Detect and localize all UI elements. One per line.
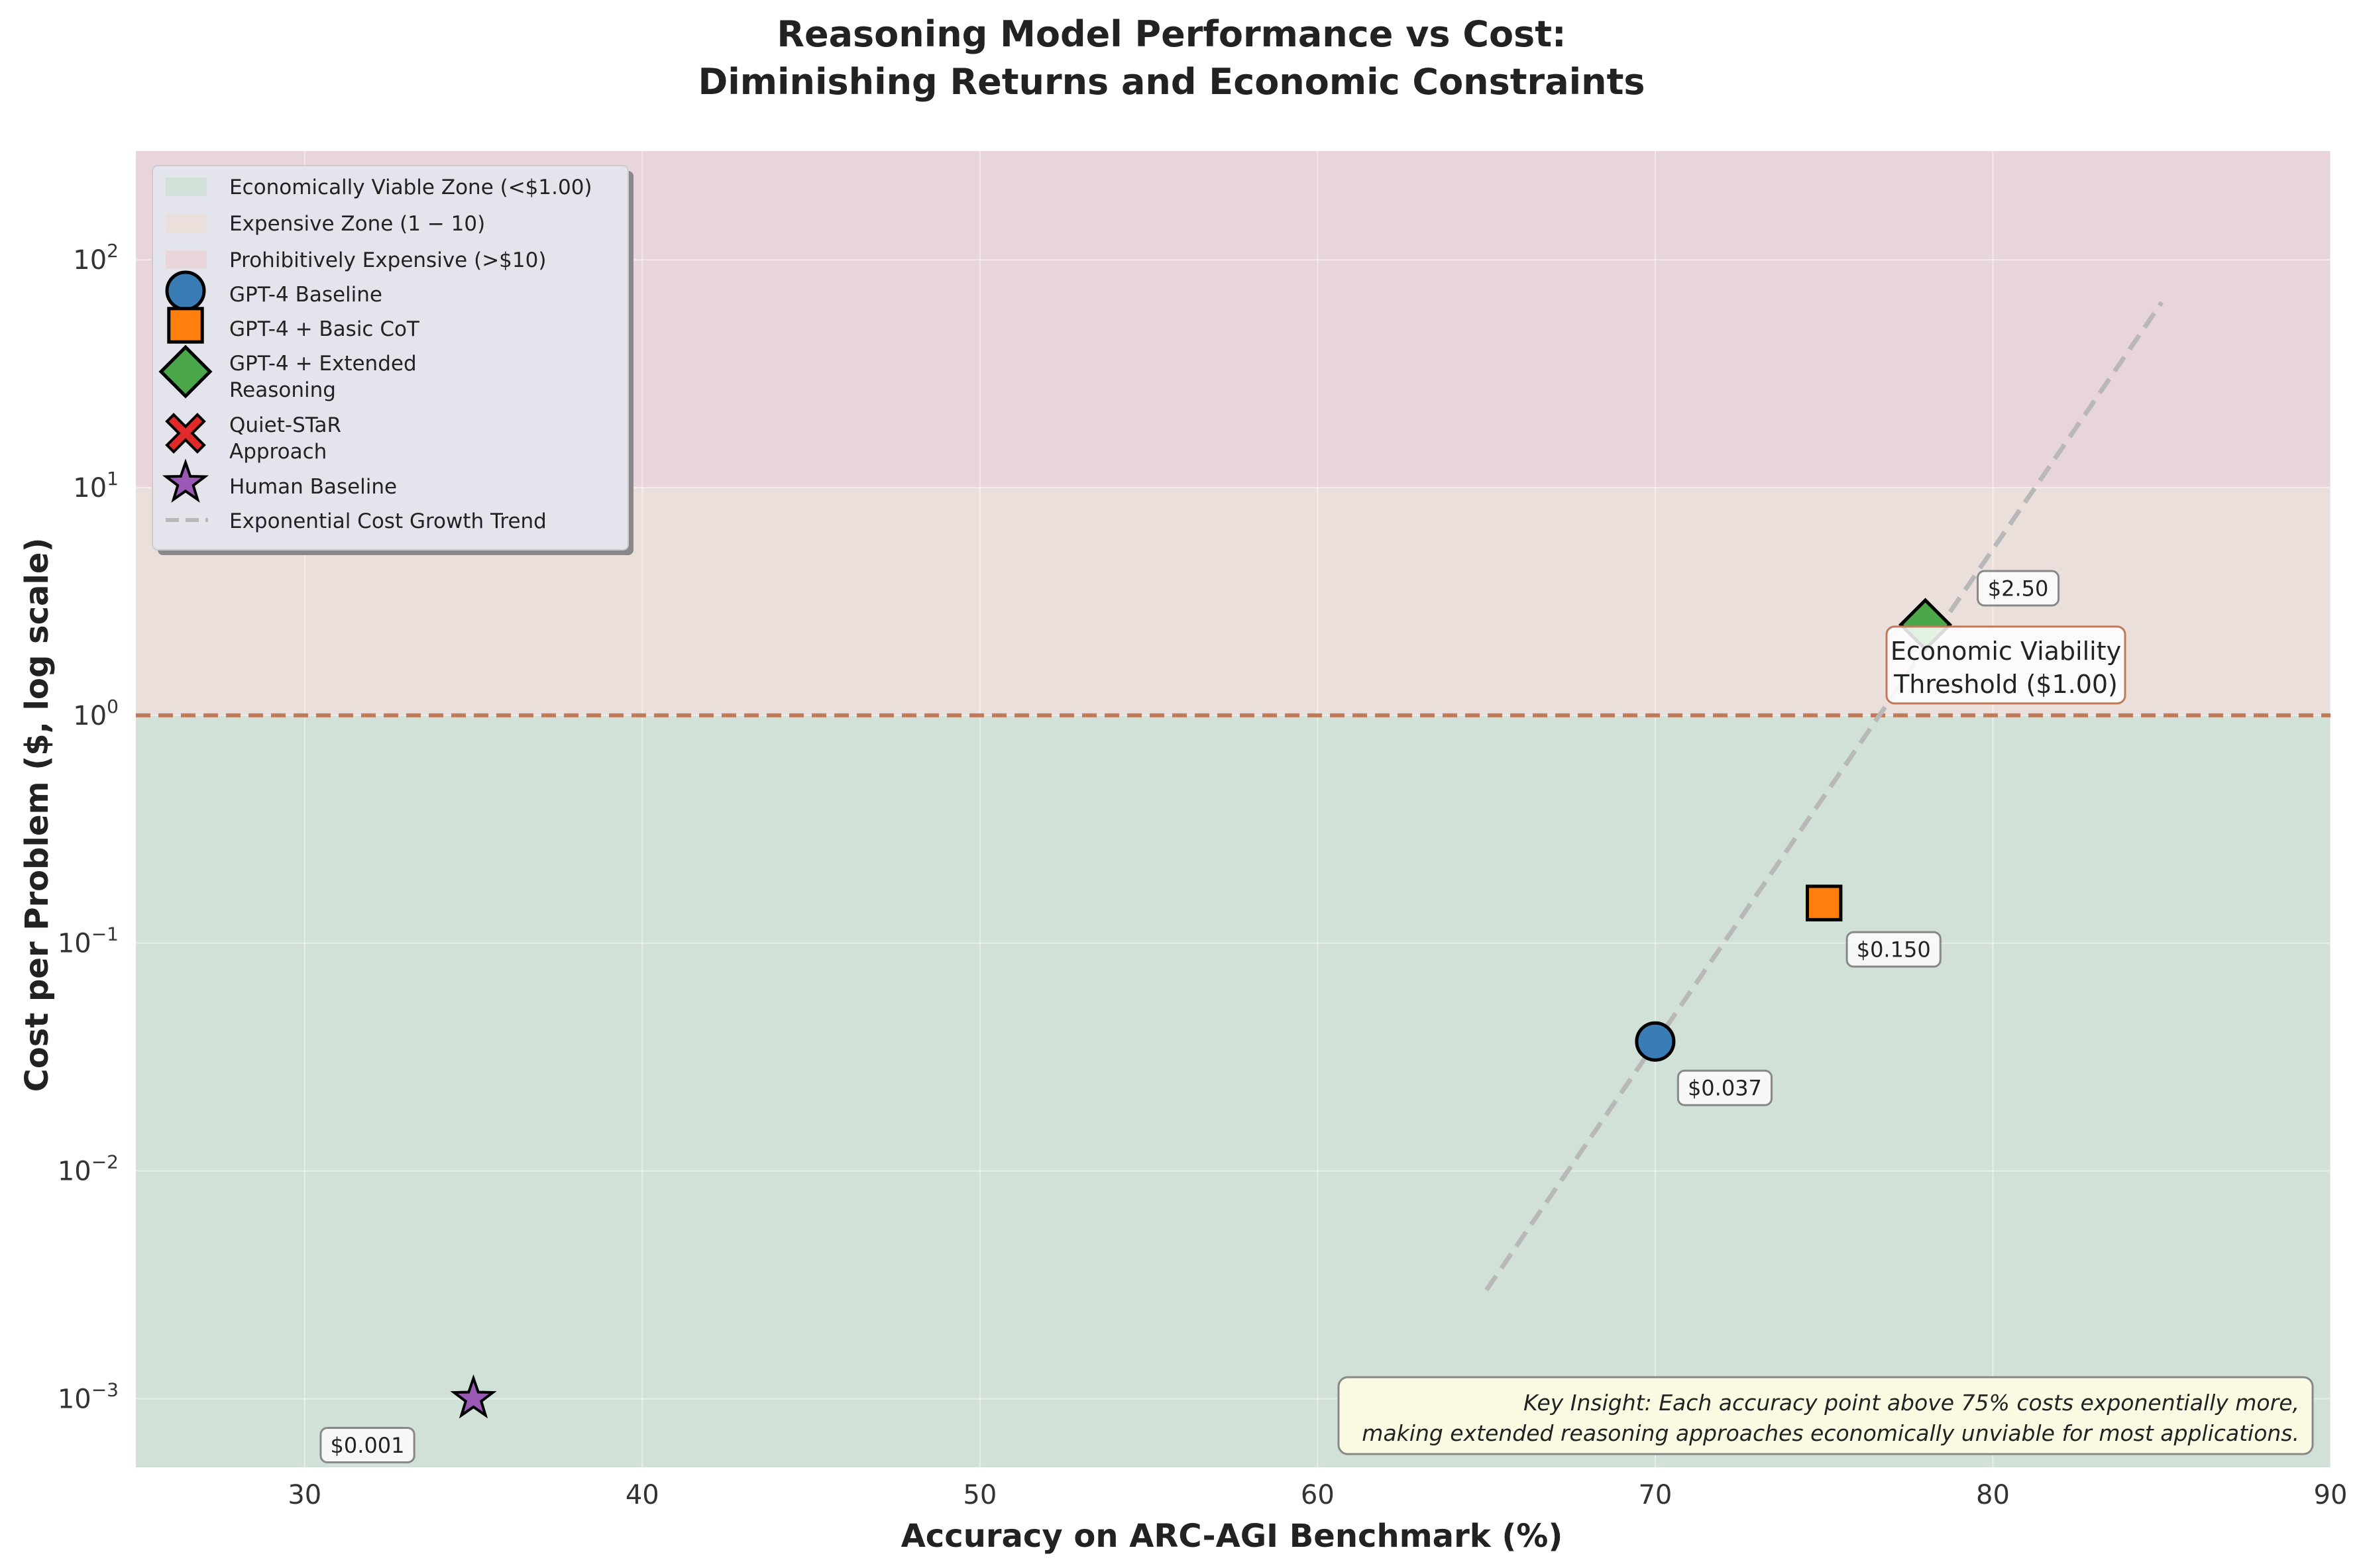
legend-swatch-zone-1 <box>166 178 207 196</box>
threshold-annotation-line-2: Threshold ($1.00) <box>1893 670 2118 699</box>
insight-box <box>1337 1376 2314 1455</box>
y-tick-label: 100 <box>73 696 119 731</box>
zone-band-1 <box>136 715 2331 1467</box>
data-label-2: $0.150 <box>1857 937 1931 963</box>
x-tick-label: 90 <box>2314 1480 2348 1510</box>
x-tick-label: 50 <box>963 1480 997 1510</box>
insight-line-2: making extended reasoning approaches eco… <box>1362 1420 2299 1446</box>
legend-label-series-1: GPT-4 Baseline <box>229 283 382 307</box>
legend-box <box>152 165 629 550</box>
trend-line <box>1484 301 2164 1292</box>
data-label-5-box <box>319 1426 415 1463</box>
y-tick-label: 10−2 <box>58 1151 119 1187</box>
y-tick-label: 10−1 <box>58 923 119 959</box>
legend-label-series-3: Reasoning <box>229 378 336 402</box>
legend-marker-diamond <box>158 344 213 399</box>
data-label-3: $2.50 <box>1988 576 2049 601</box>
legend-label-series-4: Quiet-STaR <box>229 413 341 437</box>
legend-swatch-zone-3 <box>166 250 207 269</box>
legend-label-zone-2: Expensive Zone (1 − 10) <box>229 212 485 236</box>
data-point-star <box>450 1374 497 1419</box>
data-point-square <box>1805 884 1843 921</box>
legend-swatch-zone-2 <box>166 214 207 233</box>
legend-label-series-2: GPT-4 + Basic CoT <box>229 317 420 341</box>
legend-marker-star <box>162 458 209 503</box>
data-label-5: $0.001 <box>331 1433 405 1458</box>
x-tick-label: 80 <box>1976 1480 2010 1510</box>
chart-title-line-1: Reasoning Model Performance vs Cost: <box>777 13 1566 55</box>
x-axis-label: Accuracy on ARC-AGI Benchmark (%) <box>901 1518 1563 1555</box>
legend-label-series-4: Approach <box>229 440 327 464</box>
threshold-annotation-box <box>1885 625 2126 705</box>
y-axis-label: Cost per Problem ($, log scale) <box>19 538 56 1092</box>
data-label-2-box <box>1845 931 1942 968</box>
legend-label-trend: Exponential Cost Growth Trend <box>229 509 547 533</box>
legend-label-series-3: GPT-4 + Extended <box>229 352 417 376</box>
legend-label-zone-3: Prohibitively Expensive (>$10) <box>229 248 546 272</box>
data-label-3-box <box>1977 570 2060 607</box>
x-tick-label: 70 <box>1638 1480 1672 1510</box>
legend-marker-x <box>165 413 206 454</box>
plot-area: 30 40 50 60 70 80 90 10−3 10−2 10−1 100 101 102 $0.03… <box>58 151 2348 1510</box>
x-tick-label: 30 <box>288 1480 321 1510</box>
insight-line-1: Key Insight: Each accuracy point above 7… <box>1523 1390 2299 1416</box>
data-point-circle <box>1635 1021 1676 1062</box>
y-tick-label: 101 <box>73 468 119 503</box>
x-tick-label: 40 <box>626 1480 659 1510</box>
legend-label-zone-1: Economically Viable Zone (<$1.00) <box>229 176 592 199</box>
threshold-annotation-line-1: Economic Viability <box>1891 637 2121 666</box>
y-tick-label: 102 <box>73 240 119 276</box>
data-label-1-box <box>1676 1069 1773 1106</box>
x-tick-label: 60 <box>1301 1480 1335 1510</box>
data-label-1: $0.037 <box>1688 1076 1762 1101</box>
legend-label-series-5: Human Baseline <box>229 475 397 499</box>
chart-title-line-2: Diminishing Returns and Economic Constra… <box>698 61 1645 103</box>
legend-marker-circle <box>165 270 206 311</box>
legend-marker-square <box>167 307 204 344</box>
y-tick-label: 10−3 <box>58 1379 119 1414</box>
